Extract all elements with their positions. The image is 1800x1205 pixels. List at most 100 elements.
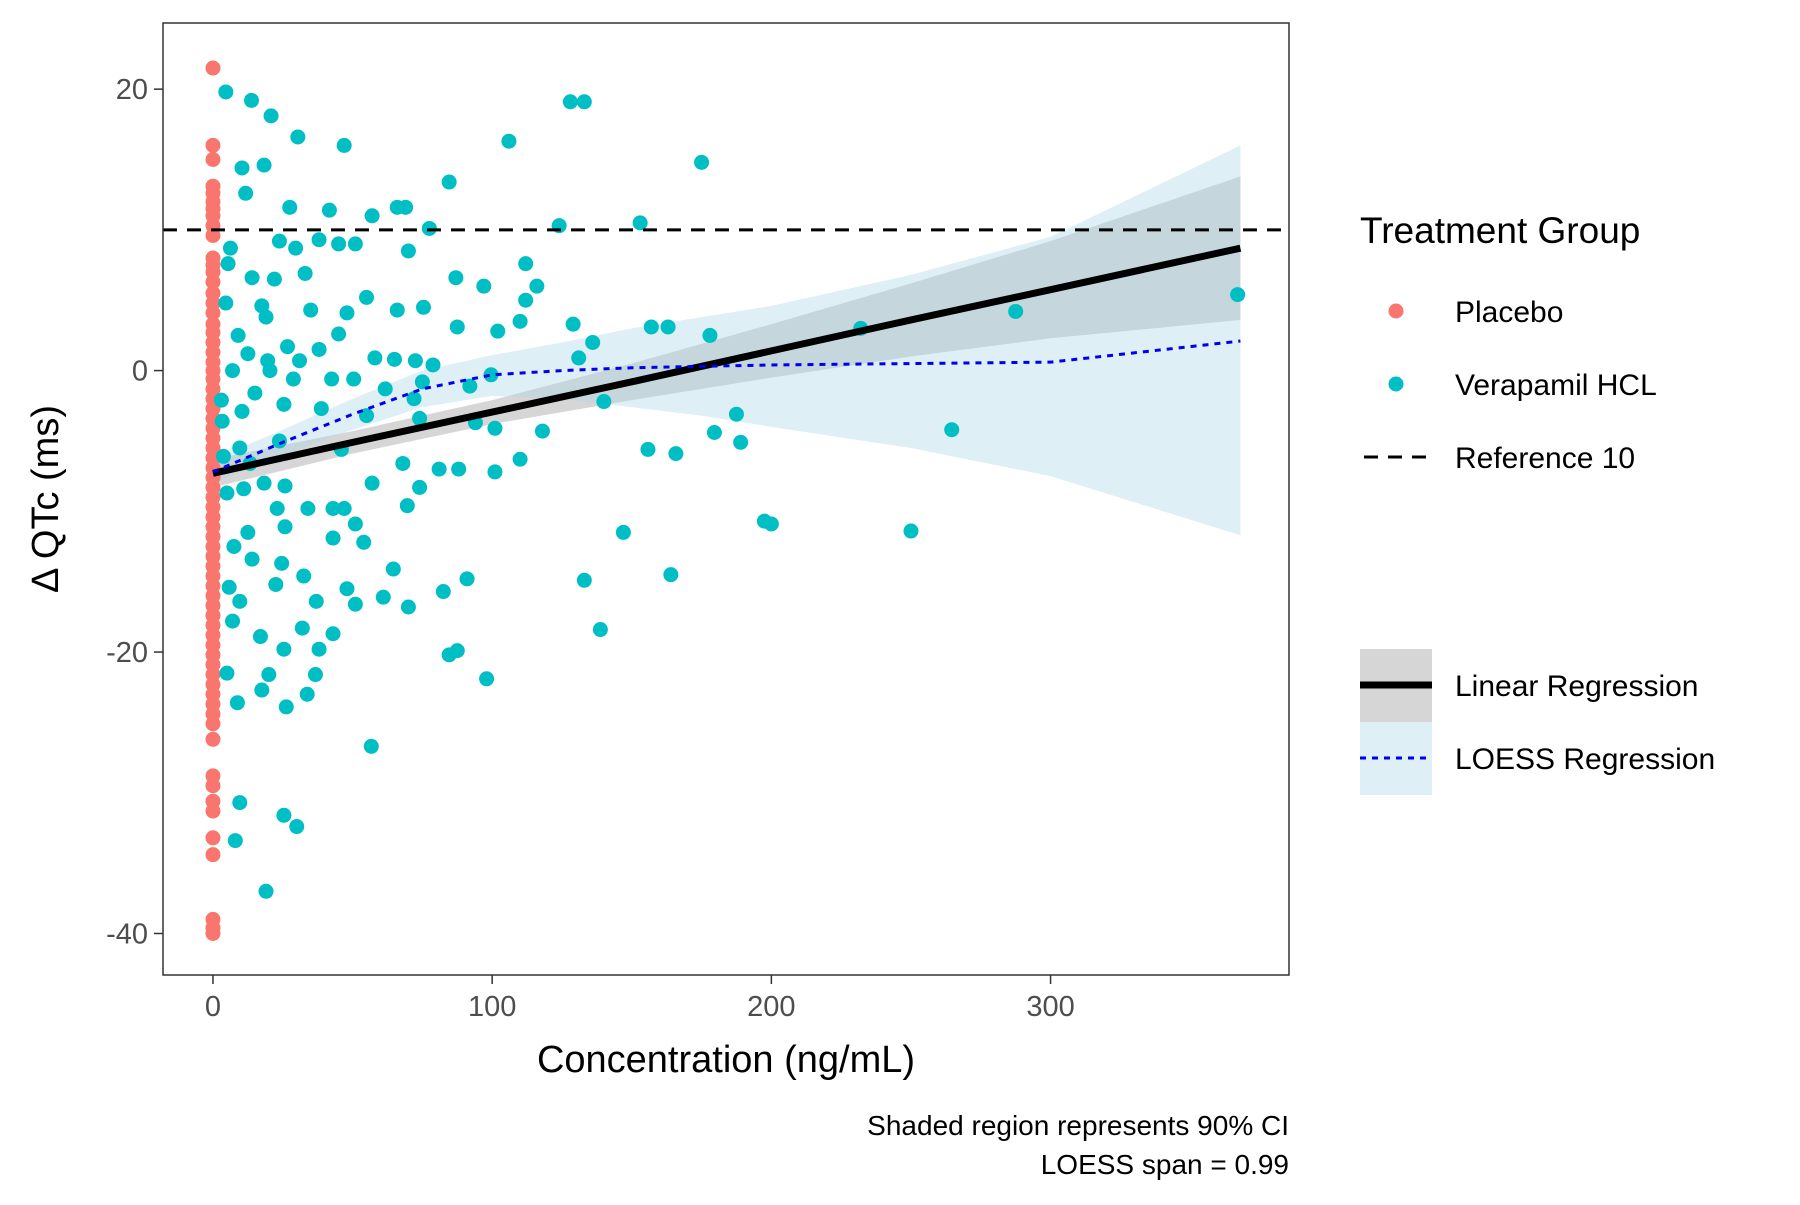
point [399,498,415,514]
legend-key [1388,303,1404,319]
point [313,401,329,417]
point [214,413,230,429]
point [258,883,274,899]
legend-key [1388,376,1404,392]
point [321,202,337,218]
point [451,461,467,477]
point [347,516,363,532]
point [234,403,250,419]
point [234,160,250,176]
point [412,479,428,495]
x-tick-label: 200 [747,991,795,1023]
point [266,271,282,287]
fit-line [212,339,1241,474]
bands [212,145,1241,536]
point [364,475,380,491]
point [297,265,313,281]
legend-label: LOESS Regression [1455,743,1715,776]
point [205,274,221,290]
ci-band [212,176,1241,488]
point [244,551,260,567]
point [252,629,268,645]
point [415,299,431,315]
ci-band [212,145,1241,536]
point [254,298,270,314]
point [311,341,327,357]
plot-border [162,22,1290,976]
point [385,561,401,577]
legend-label: Reference 10 [1455,442,1635,475]
point [592,622,608,638]
point [518,292,534,308]
point [288,240,304,256]
point [325,530,341,546]
point [640,441,656,457]
point [205,925,221,941]
point [278,699,294,715]
point [476,278,492,294]
point [263,108,279,124]
point [487,420,503,436]
point [643,319,659,335]
point [324,371,340,387]
point [462,378,478,394]
point [300,500,316,516]
point [271,433,287,449]
point [311,232,327,248]
point [238,185,254,201]
point [400,243,416,259]
point [205,731,221,747]
legend-label: Linear Regression [1455,670,1698,703]
point [276,807,292,823]
point [240,346,256,362]
point [398,199,414,215]
points [205,60,1246,941]
point [230,327,246,343]
point [356,534,372,550]
point [256,157,272,173]
point [512,451,528,467]
point [571,350,587,366]
point [364,208,380,224]
point [615,524,631,540]
point [1230,287,1246,303]
point [529,278,545,294]
point [308,593,324,609]
x-axis-title: Concentration (ng/mL) [537,1039,915,1081]
point [565,316,581,332]
point [271,233,287,249]
point [694,154,710,170]
lines [163,228,1289,477]
point [205,60,221,76]
point [222,240,238,256]
point [346,371,362,387]
point [367,350,383,366]
point [285,371,301,387]
point [232,593,248,609]
point [347,236,363,252]
point [276,641,292,657]
point [261,667,277,683]
point [205,803,221,819]
point [219,665,235,681]
point [205,137,221,153]
point [585,334,601,350]
point [501,133,517,149]
point [512,313,528,329]
point [299,686,315,702]
x-tick-label: 100 [468,991,516,1023]
point [728,406,744,422]
point [395,455,411,471]
point [276,396,292,412]
point [282,199,298,215]
y-tick-label: -40 [106,918,148,950]
point [668,446,684,462]
point [205,227,221,243]
point [449,643,465,659]
point [363,738,379,754]
caption: Shaded region represents 90% CI [867,1110,1289,1141]
point [274,555,290,571]
point [441,174,457,190]
point [663,567,679,583]
